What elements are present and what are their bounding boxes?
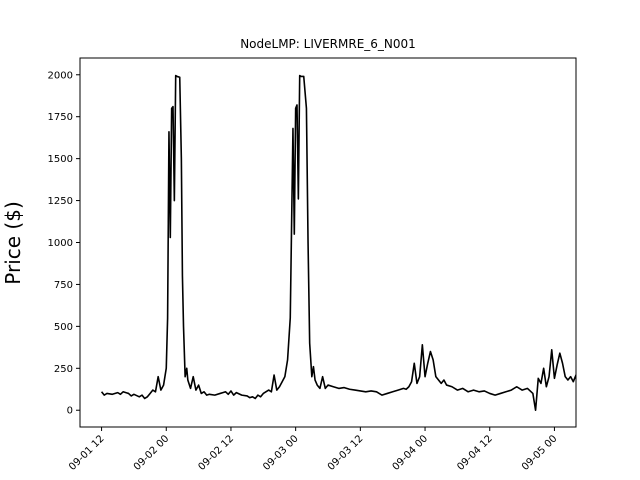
y-tick-label: 750 (54, 280, 73, 291)
y-axis-label: Price ($) (1, 201, 25, 284)
y-tick-label: 1250 (48, 196, 73, 207)
plot-area (80, 58, 576, 427)
y-axis-ticks: 0 250 500 750 1000 1250 1500 1750 2000 (48, 70, 80, 417)
y-tick-label: 2000 (48, 70, 73, 81)
y-tick-label: 0 (67, 406, 73, 417)
y-tick-label: 500 (54, 322, 73, 333)
series-line-0 (100, 74, 576, 412)
y-tick-label: 1750 (48, 112, 73, 123)
plot-frame (79, 57, 577, 428)
chart-title: NodeLMP: LIVERMRE_6_N001 (240, 37, 416, 51)
y-tick-label: 250 (54, 364, 73, 375)
y-tick-label: 1500 (48, 154, 73, 165)
y-tick-label: 1000 (48, 238, 73, 249)
